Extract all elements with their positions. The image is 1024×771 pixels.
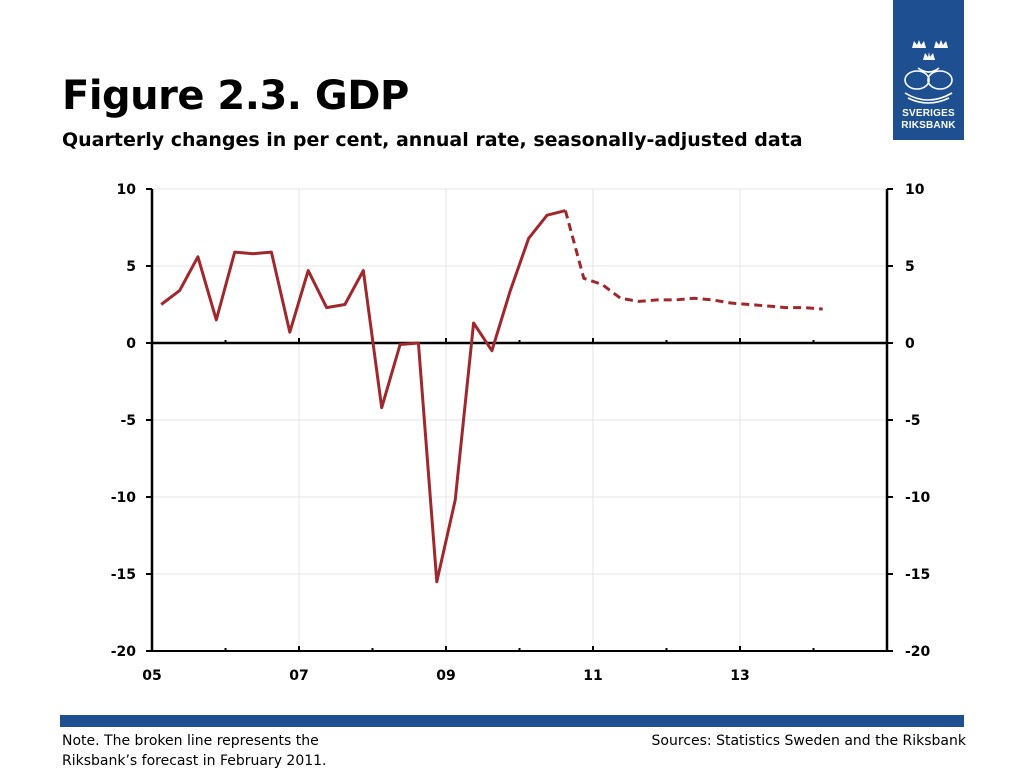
right-y-tick-label: -5 (905, 413, 921, 429)
x-tick-label: 07 (289, 668, 308, 684)
footer-divider (60, 715, 964, 727)
logo-text-sveriges: SVERIGES (902, 108, 955, 119)
crowns-emblem-icon (904, 40, 953, 104)
figure-title: Figure 2.3. GDP (62, 73, 409, 119)
left-y-tick-label: -5 (120, 413, 136, 429)
riksbank-logo: SVERIGES RIKSBANK (893, 0, 964, 140)
left-y-tick-label: -15 (111, 567, 136, 583)
x-tick-label: 13 (730, 668, 749, 684)
left-y-tick-label: 0 (126, 336, 136, 352)
footnote-line-2: Riksbank’s forecast in February 2011. (62, 753, 327, 769)
x-tick-label: 11 (583, 668, 602, 684)
left-y-tick-label: 5 (126, 259, 136, 275)
right-y-tick-label: -10 (905, 490, 931, 506)
right-y-tick-label: 0 (905, 336, 915, 352)
logo-text-riksbank: RIKSBANK (901, 120, 956, 131)
x-tick-label: 09 (436, 668, 455, 684)
outcome-series-line (160, 209, 566, 584)
sources-text: Sources: Statistics Sweden and the Riksb… (651, 733, 966, 749)
footnote-line-1: Note. The broken line represents the (62, 733, 319, 749)
left-y-tick-label: 10 (117, 182, 137, 198)
right-y-tick-label: 5 (905, 259, 915, 275)
figure-subtitle: Quarterly changes in per cent, annual ra… (62, 129, 803, 151)
forecast-series-line (563, 210, 823, 311)
gdp-line-chart: 10 10 5 5 0 0 -5 -5 -10 -10 -15 -15 -20 -20 05 07 09 11 13 (111, 182, 931, 684)
footnote: Note. The broken line represents the Rik… (62, 731, 382, 771)
right-y-tick-label: -20 (905, 644, 931, 660)
left-y-tick-label: -10 (111, 490, 137, 506)
left-y-tick-label: -20 (111, 644, 137, 660)
right-y-tick-label: 10 (905, 182, 925, 198)
right-y-tick-label: -15 (905, 567, 930, 583)
x-tick-label: 05 (142, 668, 161, 684)
